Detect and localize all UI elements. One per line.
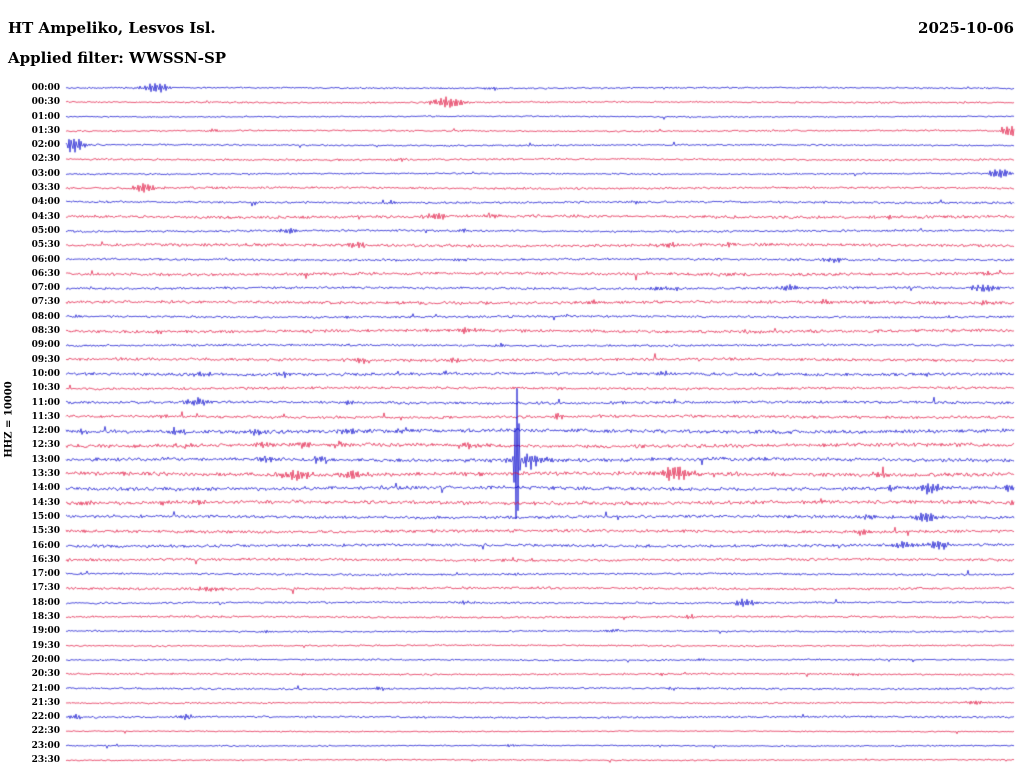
time-axis: 00:00 00:30 01:00 01:30 02:00 02:30 03:00 03:30… (0, 0, 64, 780)
time-label: 02:00 (31, 140, 60, 151)
time-label: 16:30 (31, 554, 60, 565)
time-label: 00:30 (31, 97, 60, 108)
time-label: 21:30 (31, 697, 60, 708)
time-label: 09:30 (31, 354, 60, 365)
time-label: 02:30 (31, 154, 60, 165)
time-label: 19:30 (31, 640, 60, 651)
time-label: 10:00 (31, 368, 60, 379)
time-label: 12:30 (31, 440, 60, 451)
time-label: 18:30 (31, 612, 60, 623)
time-label: 18:00 (31, 597, 60, 608)
time-label: 22:30 (31, 726, 60, 737)
time-label: 08:00 (31, 311, 60, 322)
time-label: 10:30 (31, 383, 60, 394)
time-label: 05:00 (31, 225, 60, 236)
time-label: 04:00 (31, 197, 60, 208)
time-label: 23:00 (31, 740, 60, 751)
time-label: 06:30 (31, 268, 60, 279)
time-label: 08:30 (31, 326, 60, 337)
time-label: 16:00 (31, 540, 60, 551)
time-label: 15:30 (31, 526, 60, 537)
time-label: 01:30 (31, 125, 60, 136)
time-label: 11:00 (31, 397, 60, 408)
time-label: 11:30 (31, 411, 60, 422)
time-label: 14:30 (31, 497, 60, 508)
time-label: 04:30 (31, 211, 60, 222)
time-label: 09:00 (31, 340, 60, 351)
time-label: 21:00 (31, 683, 60, 694)
time-label: 17:00 (31, 569, 60, 580)
time-label: 06:00 (31, 254, 60, 265)
time-label: 03:00 (31, 168, 60, 179)
time-label: 17:30 (31, 583, 60, 594)
time-label: 12:00 (31, 426, 60, 437)
time-label: 05:30 (31, 240, 60, 251)
time-label: 20:30 (31, 669, 60, 680)
time-label: 19:00 (31, 626, 60, 637)
time-label: 00:00 (31, 83, 60, 93)
time-label: 23:30 (31, 755, 60, 765)
time-label: 14:00 (31, 483, 60, 494)
time-label: 13:00 (31, 454, 60, 465)
time-label: 20:00 (31, 654, 60, 665)
time-label: 13:30 (31, 469, 60, 480)
time-label: 15:00 (31, 511, 60, 522)
time-label: 03:30 (31, 183, 60, 194)
time-label: 01:00 (31, 111, 60, 122)
time-label: 22:00 (31, 712, 60, 723)
time-label: 07:30 (31, 297, 60, 308)
time-label: 07:00 (31, 283, 60, 294)
